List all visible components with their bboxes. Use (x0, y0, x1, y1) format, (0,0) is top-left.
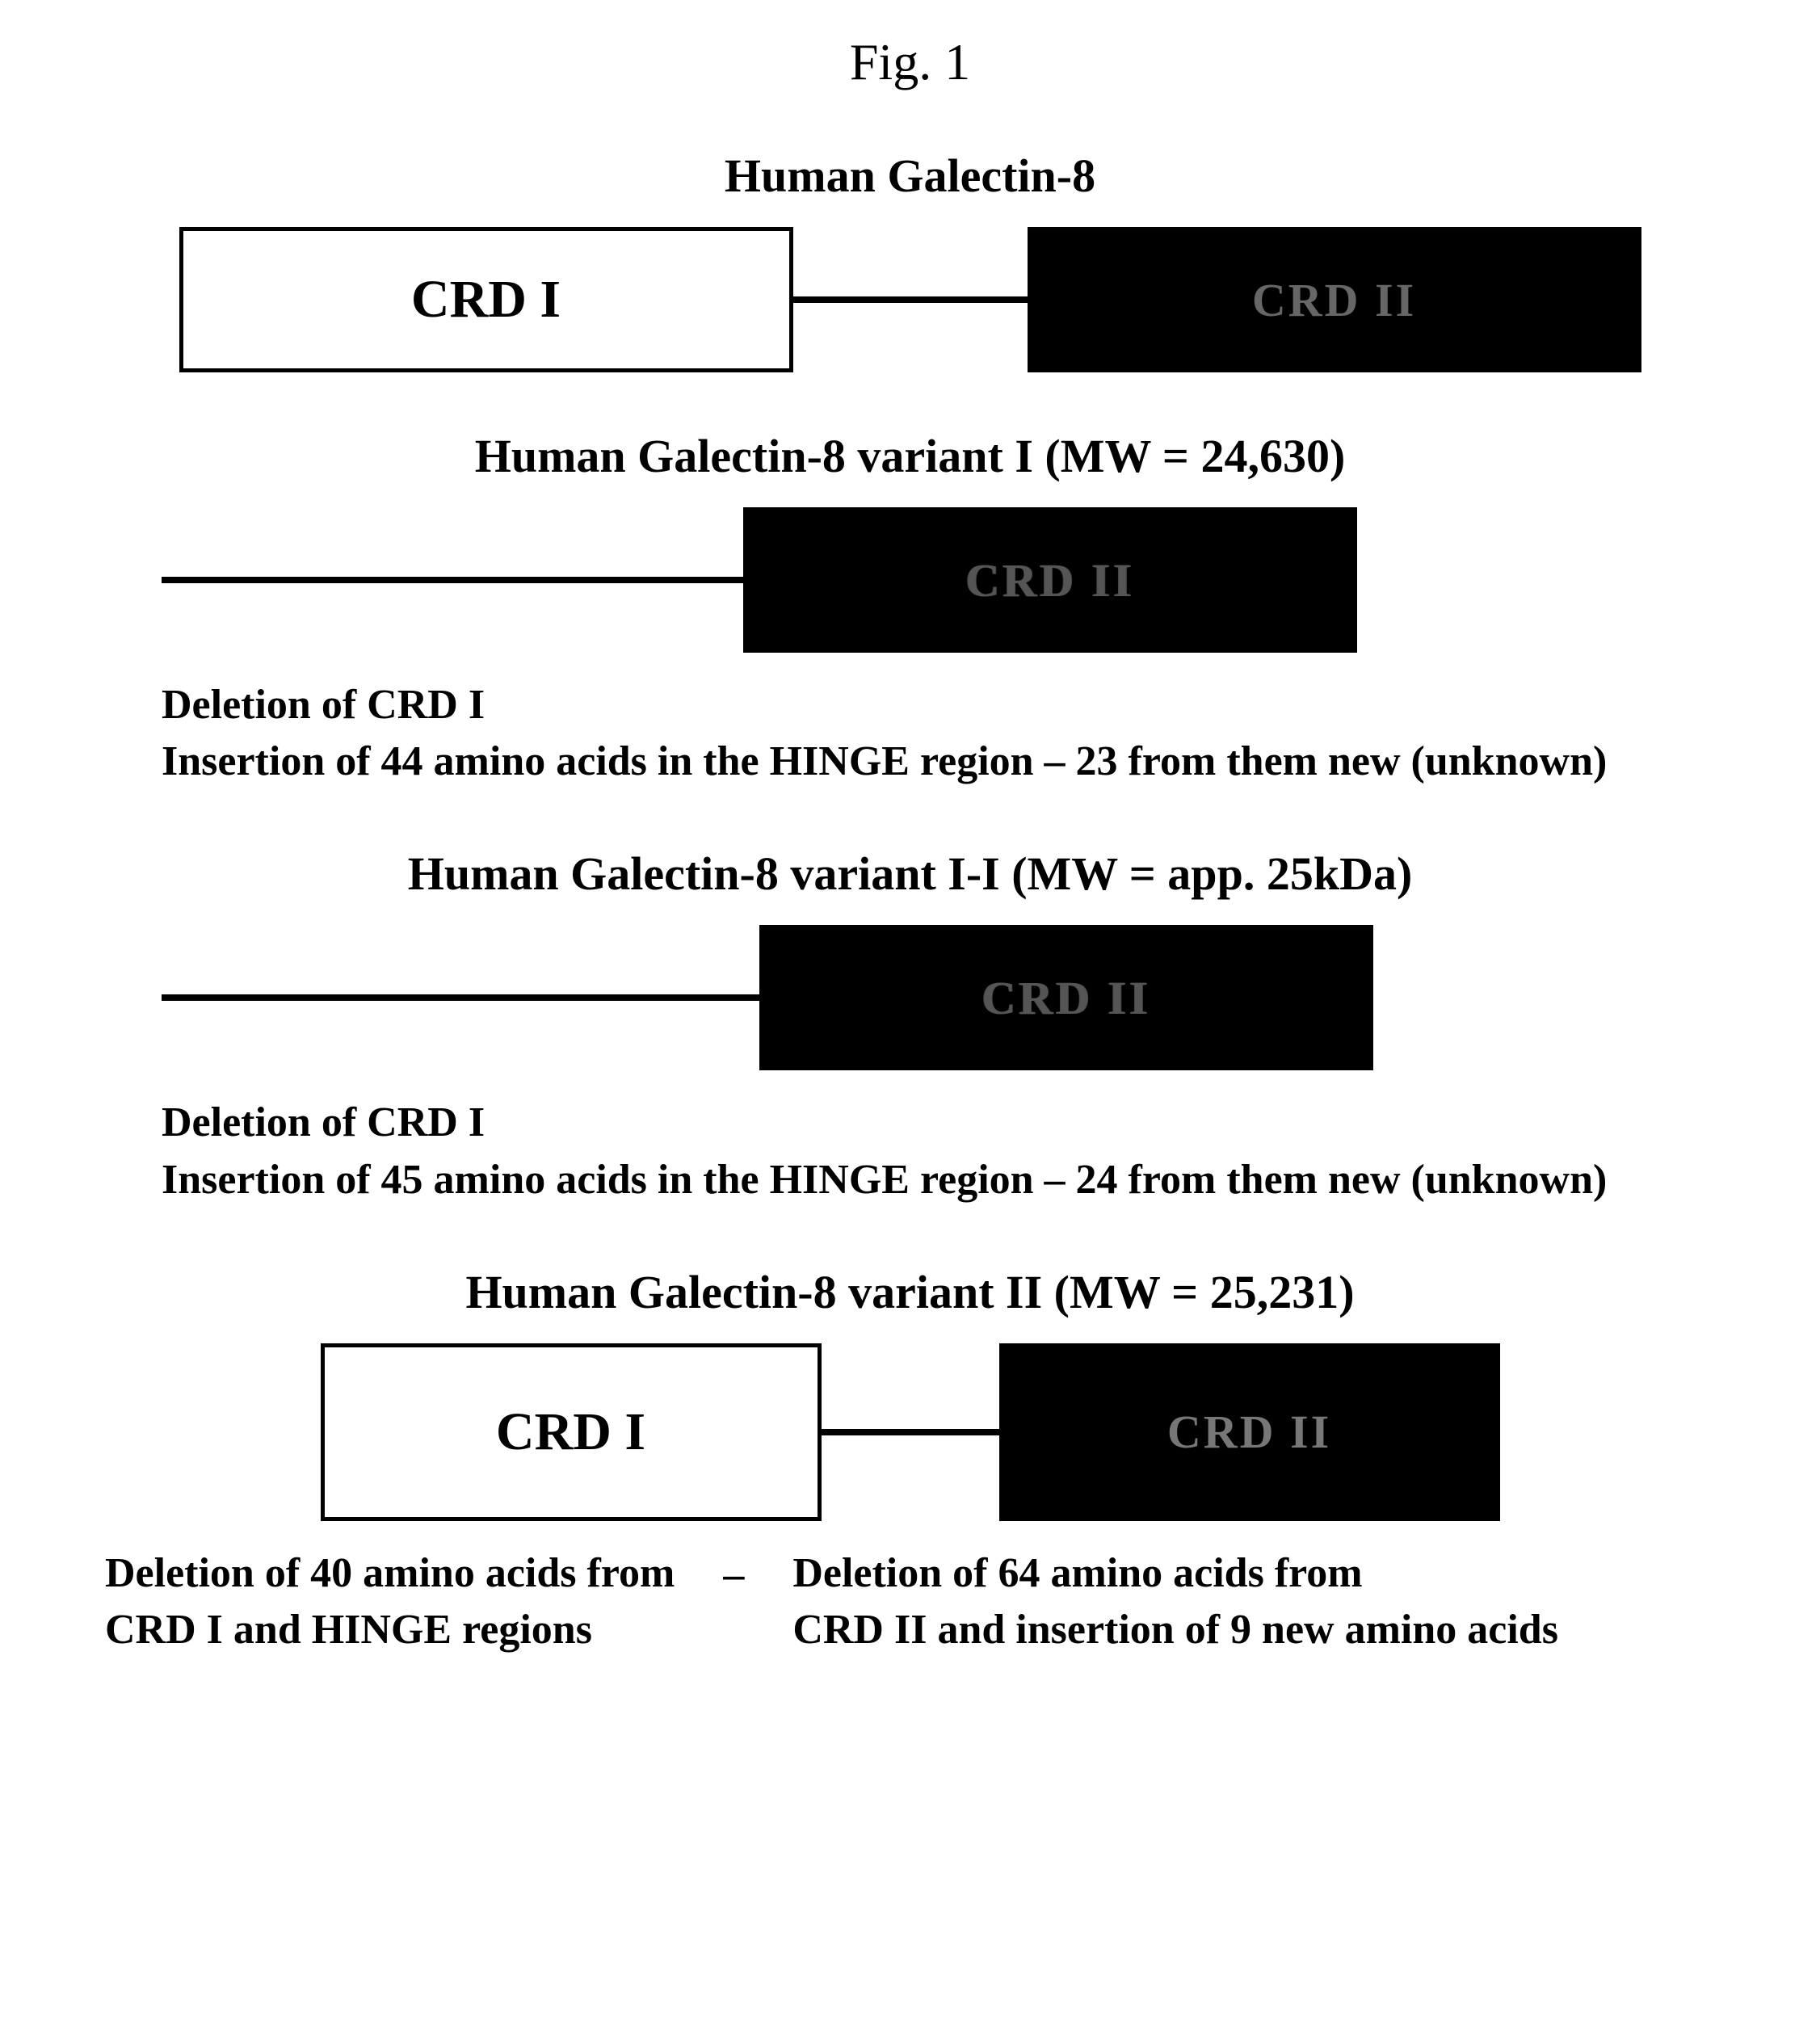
variant1I-desc-line2: Insertion of 45 amino acids in the HINGE… (162, 1152, 1772, 1208)
hinge-region (822, 1429, 999, 1435)
variant2-heading: Human Galectin-8 variant II (MW = 25,231… (48, 1265, 1772, 1319)
figure-title: Fig. 1 (48, 32, 1772, 92)
variant2-desc: Deletion of 40 amino acids from CRD I an… (105, 1545, 1772, 1658)
crd2-domain: CRD II (999, 1343, 1500, 1521)
variant-galectin8: Human Galectin-8 CRD I CRD II (48, 149, 1772, 372)
variant1I-desc-line1: Deletion of CRD I (162, 1095, 1772, 1151)
variant1I-desc: Deletion of CRD I Insertion of 45 amino … (162, 1095, 1772, 1208)
variant2-desc-right-line1: Deletion of 64 amino acids from (792, 1545, 1558, 1602)
variant2-desc-left: Deletion of 40 amino acids from CRD I an… (105, 1545, 675, 1658)
variant2-desc-right: Deletion of 64 amino acids from CRD II a… (792, 1545, 1558, 1658)
variant1-schematic: CRD II (162, 507, 1772, 653)
variant1I-schematic: CRD II (162, 925, 1772, 1070)
hinge-region (793, 296, 1028, 303)
figure-container: Fig. 1 Human Galectin-8 CRD I CRD II Hum… (48, 32, 1772, 1658)
variant2-desc-left-line1: Deletion of 40 amino acids from (105, 1545, 675, 1602)
variant-galectin8-I: Human Galectin-8 variant I (MW = 24,630)… (48, 429, 1772, 790)
variant2-schematic: CRD I CRD II (48, 1343, 1772, 1521)
hinge-region (162, 994, 759, 1001)
crd1-domain: CRD I (179, 227, 793, 372)
variant-galectin8-I-I: Human Galectin-8 variant I-I (MW = app. … (48, 847, 1772, 1208)
crd2-domain: CRD II (1028, 227, 1641, 372)
variant-galectin8-II: Human Galectin-8 variant II (MW = 25,231… (48, 1265, 1772, 1658)
variant0-heading: Human Galectin-8 (48, 149, 1772, 203)
variant1-desc-line1: Deletion of CRD I (162, 677, 1772, 733)
hinge-region (162, 577, 743, 583)
crd2-domain: CRD II (759, 925, 1373, 1070)
variant2-desc-dash: – (723, 1545, 744, 1603)
variant1-desc-line2: Insertion of 44 amino acids in the HINGE… (162, 733, 1772, 790)
variant1I-heading: Human Galectin-8 variant I-I (MW = app. … (48, 847, 1772, 901)
variant1-heading: Human Galectin-8 variant I (MW = 24,630) (48, 429, 1772, 483)
variant2-desc-right-line2: CRD II and insertion of 9 new amino acid… (792, 1602, 1558, 1658)
crd2-domain: CRD II (743, 507, 1357, 653)
variant0-schematic: CRD I CRD II (48, 227, 1772, 372)
crd1-domain: CRD I (321, 1343, 822, 1521)
variant1-desc: Deletion of CRD I Insertion of 44 amino … (162, 677, 1772, 790)
variant2-desc-left-line2: CRD I and HINGE regions (105, 1602, 675, 1658)
